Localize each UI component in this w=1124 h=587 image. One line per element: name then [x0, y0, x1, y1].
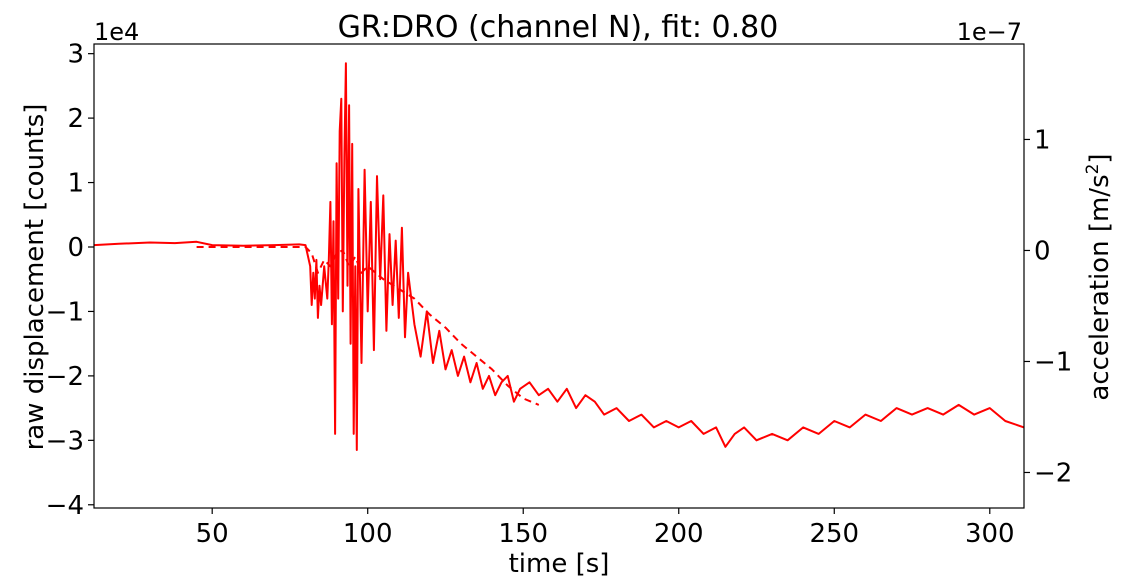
x-tick-label: 300 — [965, 519, 1015, 549]
right-y-tick-label: −2 — [1034, 458, 1072, 488]
left-y-tick-label: 3 — [67, 40, 84, 70]
series-layer — [93, 62, 1025, 451]
right-y-axis-label-sup: 2 — [1083, 164, 1103, 175]
chart-title: GR:DRO (channel N), fit: 0.80 — [338, 10, 779, 45]
x-tick-label: 200 — [654, 519, 704, 549]
left-y-tick-label: −3 — [46, 426, 84, 456]
left-y-axis-label: raw displacement [counts] — [20, 104, 50, 451]
right-scale-label: 1e−7 — [957, 18, 1022, 46]
right-y-tick-label: 0 — [1034, 236, 1051, 266]
left-scale-label: 1e4 — [94, 18, 139, 46]
right-y-axis-label-prefix: acceleration [m/s — [1085, 174, 1115, 400]
right-y-ticks: −2 −1 0 1 — [1024, 125, 1072, 488]
right-y-tick-label: −1 — [1034, 347, 1072, 377]
left-y-tick-label: 0 — [67, 233, 84, 263]
left-y-ticks: −4 −3 −2 −1 0 1 2 3 — [46, 40, 94, 521]
left-y-tick-label: −1 — [46, 297, 84, 327]
right-y-axis-label: acceleration [m/s2] — [1083, 153, 1115, 400]
x-ticks: 50 100 150 200 250 300 — [196, 508, 1015, 549]
series-line-1 — [93, 62, 1025, 451]
x-tick-label: 100 — [343, 519, 393, 549]
left-y-tick-label: −4 — [46, 491, 84, 521]
x-tick-label: 50 — [196, 519, 229, 549]
left-y-tick-label: 2 — [67, 104, 84, 134]
plot-frame — [93, 43, 1025, 509]
left-y-tick-label: −2 — [46, 362, 84, 392]
x-axis-label: time [s] — [509, 549, 610, 579]
series-line-2 — [196, 246, 540, 406]
left-y-tick-label: 1 — [67, 169, 84, 199]
right-y-axis-label-suffix: ] — [1085, 153, 1115, 163]
x-tick-label: 150 — [498, 519, 548, 549]
right-y-tick-label: 1 — [1034, 125, 1051, 155]
x-tick-label: 250 — [809, 519, 859, 549]
